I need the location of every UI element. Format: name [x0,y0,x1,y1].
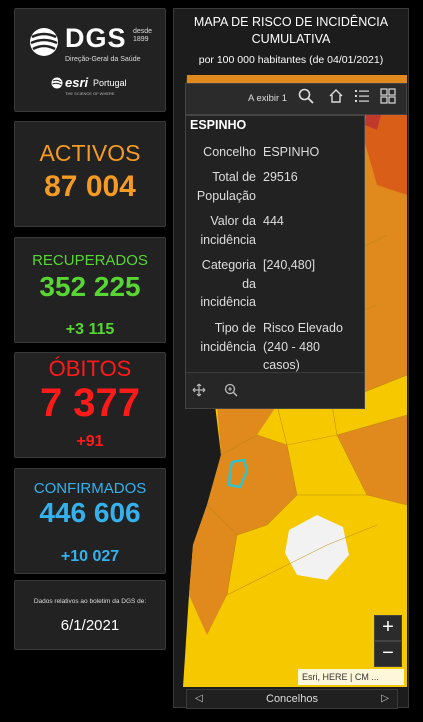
home-icon [329,89,343,103]
map-region-very-high[interactable] [357,105,407,195]
map-canvas[interactable]: A exibir 1 [177,75,407,687]
list-icon [355,90,369,102]
feature-count: A exibir 1 [248,93,288,104]
esri-logo: esri Portugal THE SCIENCE OF WHERE [51,75,141,99]
move-icon [192,383,206,397]
map-panel: MAPA DE RISCO DE INCIDÊNCIA CUMULATIVA p… [173,8,409,709]
dgs-since: desde 1899 [133,28,152,44]
layer-pager: ◁ Concelhos ▷ [186,689,398,709]
dgs-since-year: 1899 [133,36,149,43]
home-button[interactable] [328,88,352,112]
esri-wordmark: esri [65,75,89,90]
popup-key: Total de População [196,170,256,203]
obitos-delta: +91 [76,433,104,450]
grid-icon [380,88,396,104]
pager-prev-button[interactable]: ◁ [195,693,203,704]
report-date: 6/1/2021 [60,617,120,634]
obitos-label: ÓBITOS [48,356,132,381]
map-selected-municipality[interactable] [227,458,249,489]
popup-actions [186,372,364,408]
obitos-value: 7 377 [39,381,141,425]
map-title: MAPA DE RISCO DE INCIDÊNCIA CUMULATIVA [193,15,389,46]
map-region-high-coast[interactable] [189,505,237,635]
confirmados-value: 446 606 [39,497,141,528]
logo-card: DGS desde 1899 Direção-Geral da Saúde es… [14,8,166,112]
dgs-emblem-icon [30,28,58,56]
search-button[interactable] [298,88,322,112]
esri-country: Portugal [93,78,127,88]
map-header: MAPA DE RISCO DE INCIDÊNCIA CUMULATIVA p… [174,9,408,73]
dgs-wordmark: DGS [65,23,127,53]
recuperados-card: RECUPERADOS 352 225 +3 115 [14,237,166,343]
activos-card: ACTIVOS 87 004 [14,121,166,227]
report-note: Dados relativos ao boletim da DGS de: [33,598,147,605]
confirmados-card: CONFIRMADOS 446 606 +10 027 [14,468,166,574]
map-toolbar: A exibir 1 [185,83,407,115]
dgs-full-name: Direção-Geral da Saúde [65,56,141,63]
popup-value: 444 [263,214,284,228]
obitos-card: ÓBITOS 7 377 +91 [14,352,166,458]
pager-label: Concelhos [266,693,318,705]
popup-value: Risco Elevado (240 - 480 casos) [263,321,343,372]
pager-next-button[interactable]: ▷ [381,693,389,704]
popup-key: Valor da incidência [200,214,256,247]
report-date-card: Dados relativos ao boletim da DGS de: 6/… [14,580,166,650]
esri-globe-icon [51,77,63,89]
confirmados-delta: +10 027 [60,548,120,565]
feature-popup: ESPINHO Concelho ESPINHO Total de Popula… [185,115,365,409]
activos-value: 87 004 [44,170,136,203]
zoom-in-button[interactable]: + [374,615,402,641]
map-attribution[interactable]: Esri, HERE | CM ... [298,669,404,685]
search-icon [298,88,314,104]
popup-value: ESPINHO [263,145,320,159]
popup-key: Concelho [203,145,256,159]
popup-title: ESPINHO [190,118,247,132]
list-button[interactable] [354,88,378,112]
popup-value: 29516 [263,170,298,184]
dgs-logo: DGS desde 1899 Direção-Geral da Saúde [25,23,157,63]
dgs-since-label: desde [133,28,153,35]
popup-value: [240,480] [263,258,316,272]
popup-key: Categoria da incidência [200,258,256,309]
esri-tagline: THE SCIENCE OF WHERE [65,91,115,96]
recuperados-value: 352 225 [39,271,141,302]
map-region-moderate-b[interactable] [227,525,407,687]
confirmados-label: CONFIRMADOS [33,480,147,497]
map-subtitle: por 100 000 habitantes (de 04/01/2021) [198,54,384,66]
recuperados-delta: +3 115 [65,321,115,338]
activos-label: ACTIVOS [39,140,141,166]
map-region-no-data [285,515,349,580]
map-region-high-west[interactable] [207,435,297,535]
zoom-to-icon [224,383,238,397]
popup-key: Tipo de incidência [200,321,256,354]
basemap-button[interactable] [380,88,404,112]
recuperados-label: RECUPERADOS [32,252,148,269]
map-region-high-east[interactable] [337,415,407,505]
zoom-out-button[interactable]: − [374,641,402,667]
